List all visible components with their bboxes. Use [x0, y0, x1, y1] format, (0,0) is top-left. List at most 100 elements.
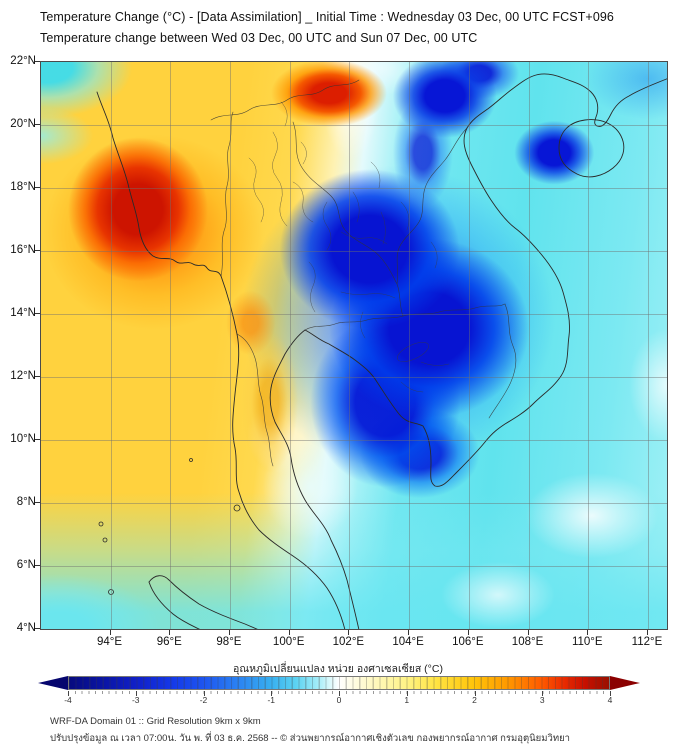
lat-tick [35, 124, 40, 125]
gridline-latitude [41, 125, 667, 126]
gridline-latitude [41, 440, 667, 441]
island-phuket [233, 504, 241, 512]
gridline-latitude [41, 251, 667, 252]
lon-label: 98°E [216, 636, 242, 648]
coast-sumatra [148, 575, 258, 629]
province-line [280, 101, 288, 127]
colorbar [38, 676, 640, 690]
province-line [340, 231, 388, 245]
lon-label: 112°E [631, 636, 663, 648]
colorbar-major-tick [542, 691, 544, 696]
lon-tick [288, 630, 290, 635]
lon-tick [408, 630, 410, 635]
coast-peninsula-west [220, 275, 346, 629]
lat-label: 14°N [10, 307, 36, 319]
province-line [322, 201, 332, 251]
page-subtitle: Temperature change between Wed 03 Dec, 0… [40, 31, 478, 45]
footer-model-info: WRF-DA Domain 01 :: Grid Resolution 9km … [50, 716, 261, 727]
colorbar-major-tick [271, 691, 273, 696]
colorbar-tick-label: 4 [607, 695, 613, 705]
lon-tick [169, 630, 171, 635]
lon-label: 104°E [392, 636, 424, 648]
lat-tick [35, 565, 40, 566]
province-line [420, 361, 450, 366]
lat-tick [35, 439, 40, 440]
province-line [308, 261, 316, 313]
island [102, 537, 108, 543]
lat-label: 6°N [16, 559, 36, 571]
lat-label: 4°N [16, 622, 36, 634]
colorbar-label: อุณหภูมิเปลี่ยนแปลง หน่วย องศาเซลเซียส (… [233, 663, 443, 675]
island [189, 458, 193, 462]
province-line [300, 141, 307, 165]
lon-tick [228, 630, 230, 635]
border-thailand-laos [292, 121, 404, 317]
colorbar-gradient [68, 676, 610, 690]
tonle-sap-lake [397, 342, 429, 362]
province-line [352, 191, 360, 223]
gridline-longitude [409, 62, 411, 629]
lat-label: 8°N [16, 496, 36, 508]
gridline-longitude [170, 62, 172, 629]
province-line [360, 311, 366, 339]
lat-tick [35, 628, 40, 629]
gridline-latitude [41, 188, 667, 189]
province-line [370, 161, 381, 189]
gridline-longitude [349, 62, 351, 629]
lat-label: 10°N [10, 433, 36, 445]
lon-label: 106°E [452, 636, 484, 648]
colorbar-major-tick [474, 691, 476, 696]
map-plot [40, 61, 668, 630]
colorbar-tick-label: 0 [336, 695, 342, 705]
lon-tick [109, 630, 111, 635]
colorbar-left-arrow-icon [38, 676, 68, 690]
colorbar-tick-label: -4 [64, 695, 72, 705]
gridline-longitude [110, 62, 112, 629]
footer-update-info: ปรับปรุงข้อมูล ณ เวลา 07:00น. วัน พ. ที่… [50, 733, 570, 744]
colorbar-tick-label: -3 [131, 695, 140, 705]
colorbar-tick-label: 1 [404, 695, 410, 705]
province-line [380, 211, 386, 245]
lon-tick [646, 630, 648, 635]
colorbar-tick-label: -1 [267, 695, 276, 705]
island [98, 521, 104, 527]
colorbar-major-tick [610, 691, 611, 696]
gridline-latitude [41, 377, 667, 378]
border-cambodia-vietnam [488, 303, 517, 419]
coast-sumatra-west [148, 581, 200, 629]
colorbar-major-tick [406, 691, 408, 696]
gridline-longitude [647, 62, 649, 629]
province-line [430, 241, 438, 269]
province-line [400, 201, 410, 231]
province-line [272, 131, 288, 227]
border-north [210, 79, 360, 121]
province-line [248, 157, 264, 223]
lat-tick [35, 250, 40, 251]
lon-tick [348, 630, 350, 635]
coast-myanmar [96, 91, 222, 277]
page-title: Temperature Change (°C) - [Data Assimila… [40, 10, 614, 24]
colorbar-major-tick [203, 691, 205, 696]
coastlines-overlay [96, 73, 667, 629]
colorbar-tick-label: 2 [472, 695, 477, 705]
colorbar-tick-label: -2 [199, 695, 208, 705]
lon-label: 94°E [96, 636, 123, 648]
gridline-longitude [229, 62, 231, 629]
lat-tick [35, 187, 40, 188]
colorbar-right-arrow-icon [610, 676, 640, 690]
colorbar-major-tick [68, 691, 69, 696]
gridline-longitude [468, 62, 470, 629]
lon-tick [587, 630, 589, 635]
lon-tick [527, 630, 529, 635]
gridline-longitude [528, 62, 530, 629]
border-thailand-cambodia [304, 315, 404, 331]
colorbar-tick-label: 3 [539, 695, 545, 705]
gridline-latitude [41, 314, 667, 315]
gridline-latitude [41, 503, 667, 504]
lat-tick [35, 502, 40, 503]
lon-label: 96°E [156, 636, 182, 648]
lat-label: 18°N [10, 181, 36, 193]
lon-tick [467, 630, 469, 635]
border-laos-vietnam [396, 127, 468, 285]
